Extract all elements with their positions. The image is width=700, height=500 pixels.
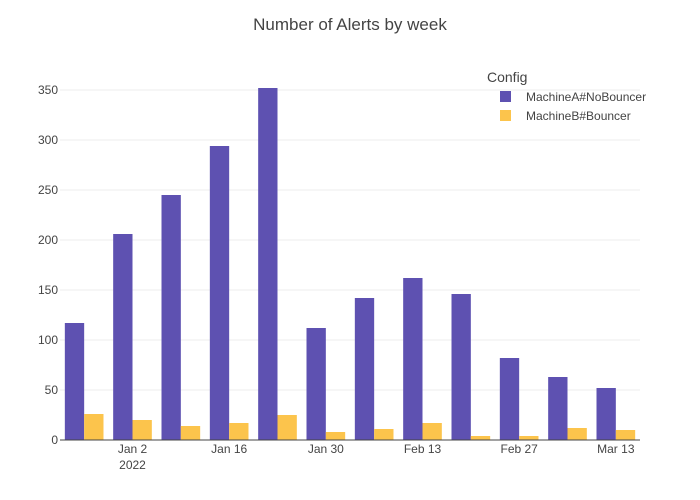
bar xyxy=(499,358,520,440)
bar xyxy=(161,195,181,440)
bar xyxy=(229,423,249,440)
bar xyxy=(451,294,471,440)
x-tick-label: Feb 27 xyxy=(500,442,538,456)
y-tick-label: 50 xyxy=(45,383,59,397)
x-tick-label: Jan 16 xyxy=(211,442,247,456)
legend-item-label: MachineA#NoBouncer xyxy=(526,90,646,104)
legend-swatch xyxy=(500,110,511,121)
legend-swatch xyxy=(500,91,511,102)
y-tick-label: 250 xyxy=(38,183,58,197)
x-tick-label: Jan 30 xyxy=(308,442,344,456)
bar xyxy=(277,415,297,440)
bar xyxy=(325,432,346,440)
bar xyxy=(596,388,616,440)
y-tick-label: 300 xyxy=(38,133,58,147)
bar xyxy=(403,278,423,440)
bar xyxy=(374,429,394,440)
bar xyxy=(258,88,278,440)
y-tick-label: 200 xyxy=(38,233,58,247)
bars xyxy=(64,88,636,440)
bar xyxy=(132,420,152,440)
grid-lines xyxy=(60,89,640,391)
bar xyxy=(84,414,104,440)
chart-title: Number of Alerts by week xyxy=(253,15,447,34)
bar xyxy=(64,323,85,440)
bar xyxy=(519,436,539,440)
x-tick-label: Feb 13 xyxy=(404,442,442,456)
bar xyxy=(306,328,326,440)
legend-item-label: MachineB#Bouncer xyxy=(526,109,631,123)
bar xyxy=(354,298,375,440)
x-tick-label: Mar 13 xyxy=(597,442,635,456)
bar xyxy=(422,423,442,440)
bar xyxy=(548,377,568,440)
bar xyxy=(470,436,491,440)
y-tick-label: 0 xyxy=(51,433,58,447)
y-tick-label: 100 xyxy=(38,333,58,347)
bar xyxy=(615,430,636,440)
legend-title: Config xyxy=(487,69,527,85)
bar xyxy=(209,146,230,440)
x-tick-label: 2022 xyxy=(119,458,146,472)
legend[interactable]: Config MachineA#NoBouncer MachineB#Bounce… xyxy=(487,69,646,123)
bar xyxy=(567,428,587,440)
bar xyxy=(113,234,133,440)
bar xyxy=(180,426,201,440)
y-tick-label: 350 xyxy=(38,83,58,97)
y-tick-label: 150 xyxy=(38,283,58,297)
x-tick-label: Jan 2 xyxy=(118,442,148,456)
axes: 0 50 100 150 200 250 300 350 Jan 2 2022 Jan 16 Jan … xyxy=(38,83,640,472)
